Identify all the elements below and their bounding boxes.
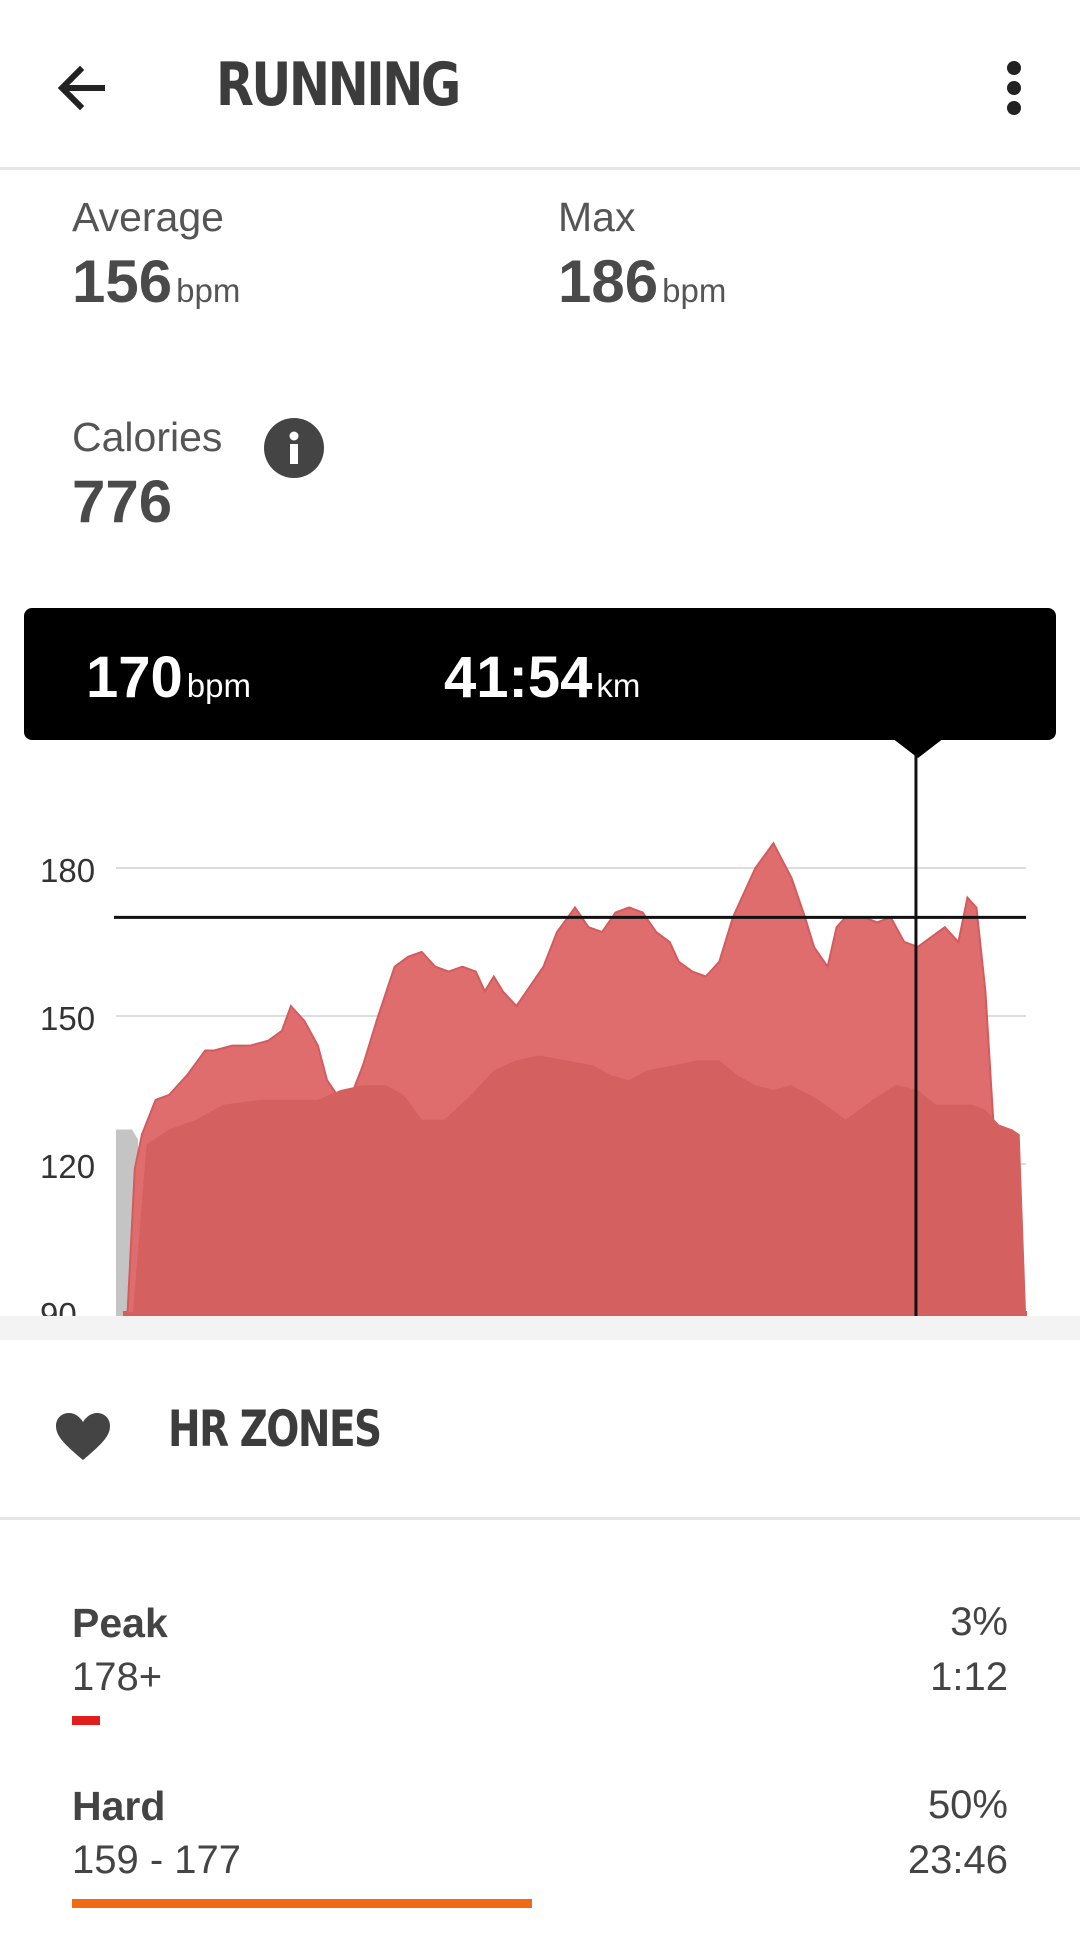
zone-range: 178+ — [72, 1655, 163, 1699]
tooltip-hr-value: 170 — [86, 645, 183, 710]
zone-stats: 50% 23:46 — [908, 1783, 1008, 1883]
zone-percent: 3% — [950, 1600, 1008, 1644]
tooltip-time-unit: km — [596, 667, 641, 704]
y-tick-label: 120 — [40, 1148, 95, 1185]
zone-row-hard: Hard 159 - 177 50% 23:46 — [72, 1783, 1008, 1943]
zone-progress-bar — [72, 1716, 100, 1725]
tooltip-hr: 170 bpm — [86, 644, 251, 711]
back-button[interactable] — [52, 58, 112, 118]
zone-row-peak: Peak 178+ 3% 1:12 — [72, 1600, 1008, 1760]
max-stat: Max 186 bpm — [558, 194, 726, 316]
zone-time: 23:46 — [907, 1838, 1008, 1882]
info-icon[interactable] — [264, 418, 324, 478]
tooltip-time-value: 41:54 — [444, 645, 593, 710]
calories-label: Calories — [72, 414, 223, 460]
average-value: 156 — [72, 248, 173, 315]
max-value: 186 — [558, 248, 659, 315]
max-unit: bpm — [662, 272, 727, 309]
y-tick-label: 180 — [40, 852, 95, 889]
calories-stat: Calories 776 — [72, 414, 222, 536]
tooltip-pointer — [892, 738, 944, 758]
zone-percent: 50% — [927, 1783, 1008, 1827]
hr-zones-title: HR ZONES — [168, 1400, 382, 1458]
zone-progress-bar — [72, 1899, 532, 1908]
hr-zones-header: HR ZONES — [0, 1340, 1080, 1520]
zone-range: 159 - 177 — [72, 1838, 242, 1882]
chart-tooltip: 170 bpm 41:54 km — [24, 608, 1056, 740]
tooltip-time: 41:54 km — [444, 644, 640, 711]
zone-name: Peak — [72, 1600, 168, 1646]
max-label: Max — [558, 194, 636, 240]
page-title: RUNNING — [216, 50, 461, 120]
y-tick-label: 90 — [40, 1296, 77, 1316]
section-divider — [0, 1316, 1080, 1340]
top-app-bar: RUNNING — [0, 0, 1080, 170]
baseline-area-series — [124, 1055, 1026, 1316]
heart-rate-chart[interactable]: 180 150 120 90 — [0, 740, 1080, 1316]
info-glyph-icon — [289, 431, 299, 464]
zone-time: 1:12 — [930, 1655, 1008, 1699]
more-vertical-icon — [1007, 61, 1021, 115]
average-unit: bpm — [176, 272, 241, 309]
y-tick-label: 150 — [40, 1000, 95, 1037]
average-label: Average — [72, 194, 224, 240]
more-menu-button[interactable] — [994, 58, 1034, 118]
arrow-left-icon — [57, 65, 105, 111]
average-stat: Average 156 bpm — [72, 194, 240, 316]
zone-name: Hard — [72, 1783, 166, 1829]
calories-value: 776 — [72, 468, 173, 535]
zone-stats: 3% 1:12 — [930, 1600, 1008, 1700]
heart-icon — [56, 1413, 110, 1460]
tooltip-hr-unit: bpm — [186, 667, 251, 704]
